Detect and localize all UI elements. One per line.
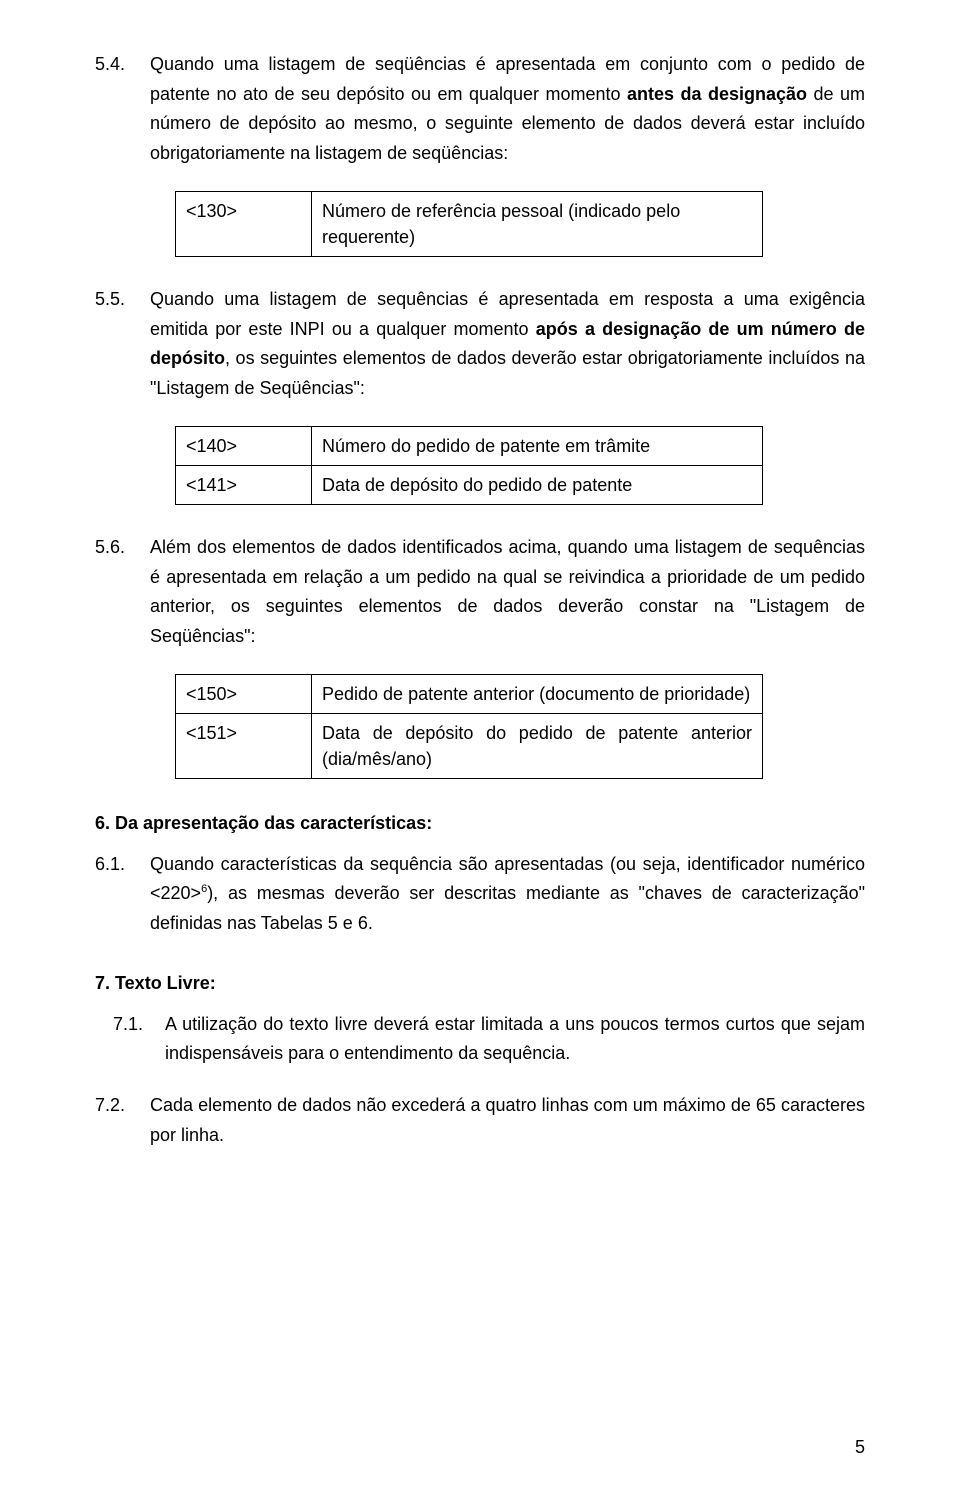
para-5-4: 5.4. Quando uma listagem de seqüências é… xyxy=(95,50,865,169)
heading-6: 6. Da apresentação das características: xyxy=(95,809,865,838)
cell-151-code: <151> xyxy=(176,713,312,778)
num-6-1: 6.1. xyxy=(95,850,150,939)
num-5-4: 5.4. xyxy=(95,50,150,169)
num-5-5: 5.5. xyxy=(95,285,150,404)
cell-140-desc: Número do pedido de patente em trâmite xyxy=(312,426,763,465)
cell-150-desc: Pedido de patente anterior (documento de… xyxy=(312,674,763,713)
body-5-4: Quando uma listagem de seqüências é apre… xyxy=(150,50,865,169)
para-7-1: 7.1. A utilização do texto livre deverá … xyxy=(113,1010,865,1069)
cell-140-code: <140> xyxy=(176,426,312,465)
para-5-6: 5.6. Além dos elementos de dados identif… xyxy=(95,533,865,652)
p54-b: antes da designação xyxy=(627,84,807,104)
cell-141-code: <141> xyxy=(176,465,312,504)
table-150-151: <150> Pedido de patente anterior (docume… xyxy=(175,674,763,779)
body-5-5: Quando uma listagem de sequências é apre… xyxy=(150,285,865,404)
para-6-1: 6.1. Quando características da sequência… xyxy=(95,850,865,939)
body-7-1: A utilização do texto livre deverá estar… xyxy=(165,1010,865,1069)
cell-141-desc: Data de depósito do pedido de patente xyxy=(312,465,763,504)
page: 5.4. Quando uma listagem de seqüências é… xyxy=(0,0,960,1493)
body-7-2: Cada elemento de dados não excederá a qu… xyxy=(150,1091,865,1150)
num-5-6: 5.6. xyxy=(95,533,150,652)
cell-150-code: <150> xyxy=(176,674,312,713)
heading-7: 7. Texto Livre: xyxy=(95,969,865,998)
table-140-141: <140> Número do pedido de patente em trâ… xyxy=(175,426,763,505)
cell-130-desc: Número de referência pessoal (indicado p… xyxy=(312,191,763,256)
table-130: <130> Número de referência pessoal (indi… xyxy=(175,191,763,257)
body-6-1: Quando características da sequência são … xyxy=(150,850,865,939)
page-number: 5 xyxy=(855,1437,865,1458)
p55-c: , os seguintes elementos de dados deverã… xyxy=(150,348,865,398)
num-7-1: 7.1. xyxy=(113,1010,165,1069)
para-7-2: 7.2. Cada elemento de dados não excederá… xyxy=(95,1091,865,1150)
num-7-2: 7.2. xyxy=(95,1091,150,1150)
body-5-6: Além dos elementos de dados identificado… xyxy=(150,533,865,652)
cell-151-desc: Data de depósito do pedido de patente an… xyxy=(312,713,763,778)
cell-130-code: <130> xyxy=(176,191,312,256)
p61-b: ), as mesmas deverão ser descritas media… xyxy=(150,883,865,933)
para-5-5: 5.5. Quando uma listagem de sequências é… xyxy=(95,285,865,404)
